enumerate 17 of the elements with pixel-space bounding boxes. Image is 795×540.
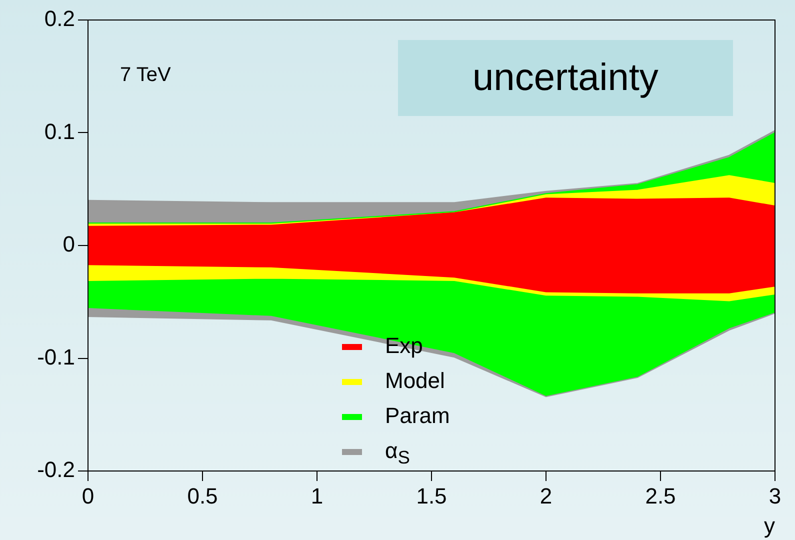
y-tick-label: -0.2 [37,457,75,482]
y-tick-label: 0.1 [44,118,75,144]
y-tick-label: 0.2 [44,6,75,32]
x-axis-title: y [764,512,775,538]
x-tick-label: 0 [82,483,94,508]
legend-label: Model [385,368,445,393]
x-tick-label: 1.5 [416,483,447,508]
x-tick-label: 2.5 [645,483,676,508]
y-tick-label: -0.1 [37,344,75,370]
legend-label: α$_{S}$ [385,438,410,468]
y-tick-label: 0 [62,232,75,257]
x-tick-label: 0.5 [187,483,218,508]
x-tick-label: 3 [768,483,782,508]
x-tick-label: 2 [540,483,552,508]
annotation: 7 TeV [120,64,171,87]
x-tick-label: 1 [310,483,324,508]
legend-label: Param [385,403,450,428]
